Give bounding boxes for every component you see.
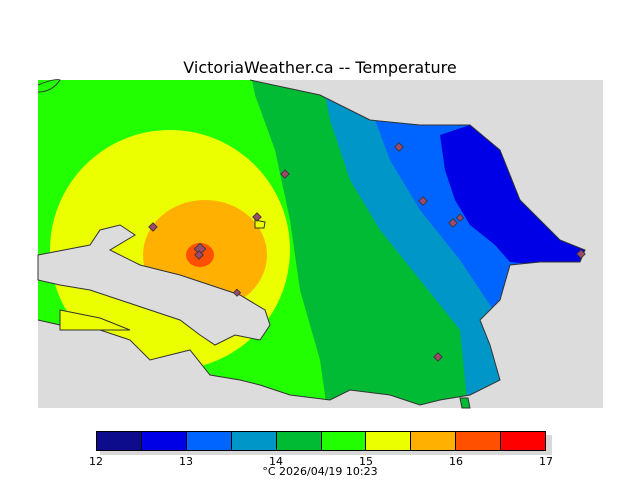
legend-swatch [456,432,502,450]
station-marker[interactable] [418,196,428,206]
legend-swatch [321,432,367,450]
legend-swatch [411,432,457,450]
legend-swatch [276,432,322,450]
station-marker[interactable] [194,250,204,260]
station-marker[interactable] [148,222,158,232]
legend-swatch [141,432,187,450]
station-marker[interactable] [448,218,458,228]
legend-swatch [501,432,546,450]
legend-swatch [186,432,232,450]
inlet [37,224,271,346]
peninsula [59,309,131,331]
station-marker[interactable] [280,169,290,179]
station-markers [148,142,586,362]
timestamp: 2026/04/19 10:23 [279,465,378,478]
legend-tick-label: 14 [269,455,283,468]
legend-tick-label: 16 [449,455,463,468]
legend-tick-label: 15 [359,455,373,468]
station-marker[interactable] [576,249,586,259]
color-legend [96,431,546,451]
station-marker[interactable] [433,352,443,362]
island-se [459,397,471,409]
legend-tick-label: 17 [539,455,553,468]
station-marker[interactable] [455,213,465,222]
station-marker[interactable] [193,242,207,256]
station-marker[interactable] [232,288,242,297]
corner-island [37,79,61,93]
coastline [37,79,586,406]
legend-tick-label: 13 [179,455,193,468]
legend-swatch [231,432,277,450]
station-marker[interactable] [252,212,262,222]
station-marker[interactable] [394,142,404,152]
legend-tick-label: 12 [89,455,103,468]
unit-label: °C [262,465,276,478]
small-island [254,219,266,229]
band-12-lowest [440,125,585,265]
map-title: VictoriaWeather.ca -- Temperature [183,58,457,77]
legend-caption: °C 2026/04/19 10:23 [0,465,640,478]
legend-swatch [366,432,412,450]
legend-swatch [97,432,142,450]
